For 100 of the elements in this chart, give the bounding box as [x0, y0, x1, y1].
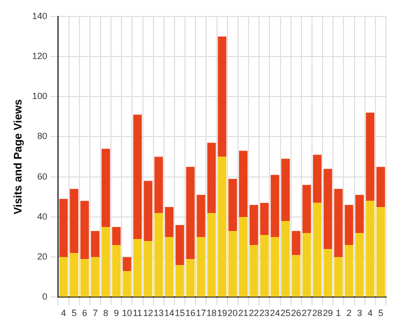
x-tick-label: 24	[270, 308, 280, 318]
x-tick-label: 25	[280, 308, 291, 318]
bar	[133, 239, 142, 297]
x-tick-label: 14	[164, 308, 174, 318]
x-tick-label: 5	[378, 308, 384, 318]
bar	[122, 257, 132, 272]
x-tick-label: 28	[312, 308, 322, 318]
bar	[250, 204, 258, 246]
bar	[344, 204, 354, 246]
y-tick-label: 120	[32, 51, 48, 61]
x-tick-label: 21	[238, 308, 248, 318]
bar	[334, 188, 343, 258]
bar	[376, 166, 385, 207]
x-tick-label: 17	[196, 308, 206, 318]
bar	[292, 231, 300, 256]
x-tick-label: 2	[346, 308, 352, 318]
bar	[281, 220, 290, 297]
bar	[334, 257, 343, 297]
bar	[344, 245, 354, 297]
y-tick-label: 0	[42, 292, 48, 302]
x-tick-label: 3	[357, 308, 362, 318]
bar	[90, 231, 100, 258]
bar	[207, 142, 216, 213]
bar	[59, 257, 68, 297]
x-tick-label: 15	[174, 308, 185, 318]
bar	[281, 158, 290, 221]
y-tick-label: 80	[37, 131, 48, 142]
y-tick-label: 140	[32, 10, 48, 21]
bar	[260, 235, 269, 297]
bar	[176, 224, 184, 266]
x-tick-label: 23	[259, 308, 270, 318]
bar	[186, 259, 195, 297]
bar	[80, 200, 89, 260]
x-tick-label: 4	[60, 308, 66, 318]
bar	[186, 166, 195, 260]
y-tick-label: 40	[37, 211, 48, 222]
bar	[102, 227, 110, 297]
bar	[376, 206, 385, 297]
bar	[207, 212, 216, 297]
bar	[102, 148, 110, 227]
bar	[324, 249, 332, 297]
bar	[366, 200, 374, 297]
bar	[302, 184, 311, 234]
bar	[122, 271, 132, 297]
bar	[154, 212, 163, 297]
bar	[112, 227, 121, 246]
bar	[196, 194, 206, 238]
x-tick-label: 8	[103, 308, 108, 318]
bar	[302, 233, 311, 297]
x-tick-label: 20	[228, 308, 238, 318]
bar	[260, 202, 269, 236]
bar	[176, 265, 184, 297]
x-tick-label: 5	[72, 308, 77, 318]
bar	[250, 245, 258, 297]
bar	[144, 241, 152, 297]
x-tick-label: 7	[92, 308, 98, 318]
x-tick-label: 16	[185, 308, 196, 318]
bar	[70, 188, 78, 254]
bar	[196, 237, 206, 297]
bar	[324, 168, 332, 250]
x-tick-label: 29	[322, 308, 333, 318]
x-tick-label: 22	[248, 308, 259, 318]
bar	[80, 259, 89, 297]
x-tick-label: 11	[132, 308, 142, 318]
bar	[238, 216, 248, 297]
x-tick-label: 18	[206, 308, 217, 318]
bar	[164, 206, 174, 238]
x-tick-label: 13	[154, 308, 164, 318]
bar	[70, 253, 78, 297]
bar	[355, 233, 364, 297]
bar	[133, 114, 142, 240]
x-tick-label: 12	[143, 308, 154, 318]
bar	[238, 150, 248, 217]
bar	[218, 156, 226, 297]
y-tick-label: 100	[32, 91, 48, 102]
bar	[366, 112, 374, 201]
bar	[218, 36, 226, 157]
x-tick-label: 4	[368, 308, 373, 318]
bar	[292, 255, 300, 297]
x-tick-label: 19	[217, 308, 228, 318]
x-tick-label: 26	[291, 308, 302, 318]
y-axis-title: Visits and Page Views	[12, 99, 25, 214]
x-tick-label: 9	[114, 308, 119, 318]
x-tick-label: 27	[302, 308, 312, 318]
bar	[164, 237, 174, 297]
y-tick-label: 60	[37, 171, 48, 182]
bar	[112, 245, 121, 297]
bar	[355, 194, 364, 234]
bar	[90, 257, 100, 297]
bar	[144, 180, 152, 242]
y-tick-label: 20	[37, 252, 48, 262]
bar	[154, 156, 163, 213]
x-tick-label: 10	[122, 308, 132, 318]
bar	[313, 154, 322, 203]
bar	[270, 237, 280, 297]
x-tick-label: 1	[336, 308, 341, 318]
bar	[228, 231, 237, 297]
bar	[270, 174, 280, 238]
bar	[228, 178, 237, 232]
x-tick-label: 6	[82, 308, 88, 318]
